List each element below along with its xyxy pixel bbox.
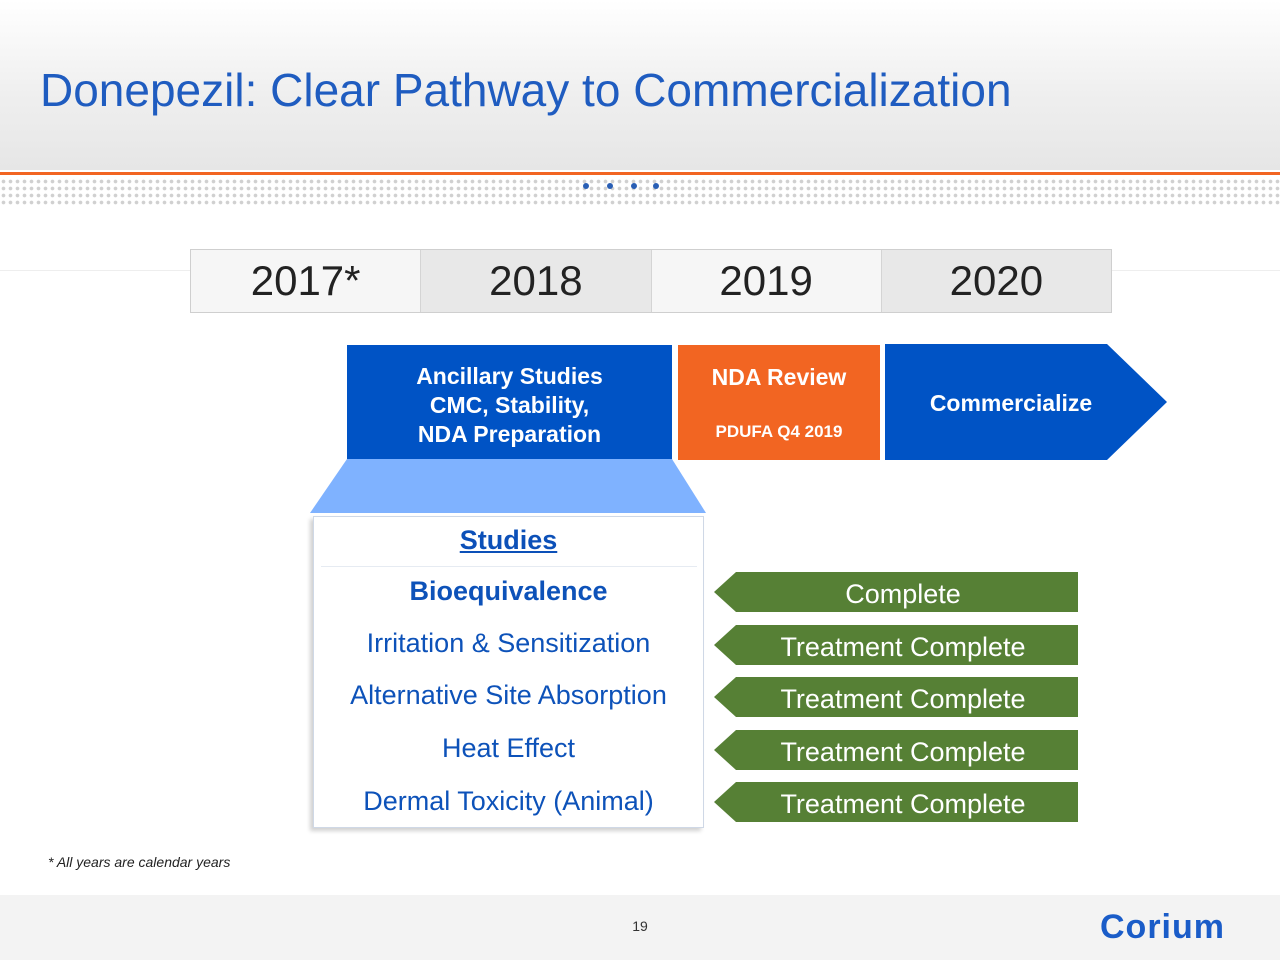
phase-nda-title: NDA Review (711, 364, 847, 390)
status-dermal-toxicity: Treatment Complete (714, 782, 1078, 822)
page-number: 19 (632, 918, 648, 934)
phase-nda-pdufa: PDUFA Q4 2019 (715, 422, 843, 441)
status-heat-effect: Treatment Complete (714, 730, 1078, 770)
study-bioequivalence: Bioequivalence (409, 576, 608, 606)
status-label: Treatment Complete (780, 737, 1026, 767)
status-bioequivalence: Complete (714, 572, 1078, 612)
studies-panel: Studies (313, 516, 704, 828)
status-label: Treatment Complete (780, 789, 1026, 819)
status-label: Treatment Complete (780, 632, 1026, 662)
study-dermal-toxicity: Dermal Toxicity (Animal) (363, 786, 654, 816)
status-irritation-sensitization: Treatment Complete (714, 625, 1078, 665)
corium-logo: Corium (1100, 908, 1225, 946)
status-arrow-shape (714, 730, 1078, 770)
accent-dot (631, 183, 637, 189)
orange-rule (0, 172, 1280, 175)
slide-title: Donepezil: Clear Pathway to Commercializ… (40, 64, 1012, 116)
study-irritation-sensitization: Irritation & Sensitization (366, 628, 651, 658)
phase-ancillary-line2: CMC, Stability, (429, 392, 590, 418)
status-arrow-shape (714, 625, 1078, 665)
phase-nda-review: NDA Review PDUFA Q4 2019 (678, 345, 880, 460)
status-alternative-site-absorption: Treatment Complete (714, 677, 1078, 717)
accent-dot (583, 183, 589, 189)
funnel-connector (310, 459, 706, 513)
studies-heading: Studies (459, 525, 558, 555)
phase-ancillary-studies: Ancillary Studies CMC, Stability, NDA Pr… (347, 345, 672, 460)
study-alternative-site-absorption: Alternative Site Absorption (350, 680, 667, 710)
phase-ancillary-line3: NDA Preparation (417, 421, 602, 447)
accent-dot (607, 183, 613, 189)
year-cell-2020: 2020 (881, 250, 1111, 312)
year-cell-2017: 2017* (191, 250, 422, 312)
year-cell-2019: 2019 (651, 250, 882, 312)
phase-ancillary-line1: Ancillary Studies (416, 363, 603, 389)
phase-commercialize-arrow: Commercialize (885, 344, 1167, 460)
status-label: Complete (845, 579, 961, 609)
year-timeline: 2017* 2018 2019 2020 (190, 249, 1112, 313)
footer-band (0, 895, 1280, 960)
study-heat-effect: Heat Effect (441, 733, 576, 763)
accent-dot (653, 183, 659, 189)
status-label: Treatment Complete (780, 684, 1026, 714)
status-arrow-shape (714, 677, 1078, 717)
phase-commercialize-label: Commercialize (929, 390, 1093, 416)
studies-divider (321, 566, 697, 567)
dotted-band (0, 178, 1280, 206)
year-cell-2018: 2018 (421, 250, 652, 312)
header-band (0, 0, 1280, 170)
footnote: * All years are calendar years (48, 854, 231, 870)
status-arrow-shape (714, 572, 1078, 612)
status-arrow-shape (714, 782, 1078, 822)
arrow-shape (885, 344, 1167, 460)
